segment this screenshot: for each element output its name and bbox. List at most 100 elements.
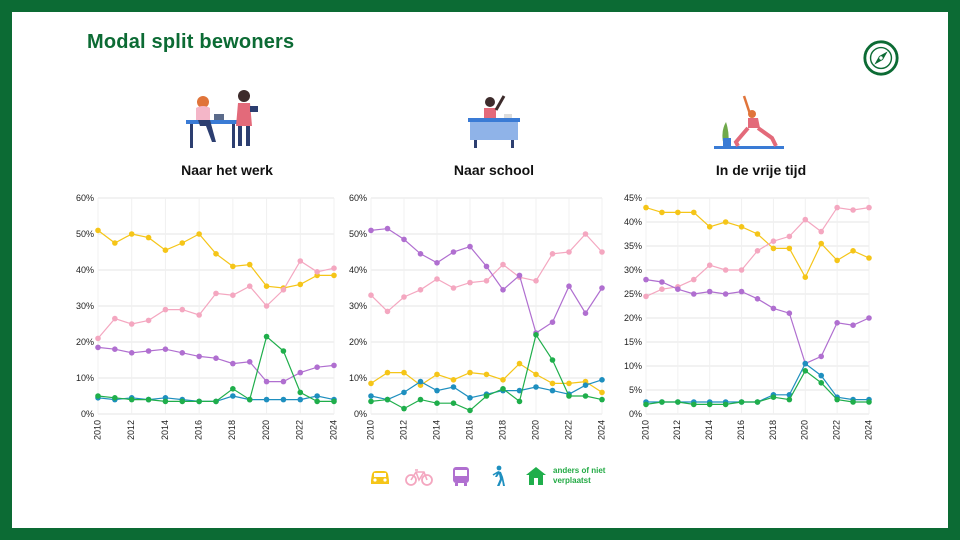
- car-icon: [371, 471, 389, 484]
- house-icon: [526, 467, 546, 485]
- data-point-auto: [599, 389, 605, 396]
- data-point-lopen: [516, 387, 523, 394]
- data-point-fiets: [280, 287, 287, 293]
- data-point-anders: [368, 398, 374, 405]
- data-point-auto: [786, 245, 793, 252]
- data-point-fiets: [213, 290, 219, 297]
- data-point-anders: [384, 396, 391, 403]
- data-point-fiets: [450, 285, 457, 291]
- data-point-fiets: [866, 204, 872, 211]
- data-point-anders: [297, 389, 304, 396]
- data-point-ov: [582, 310, 589, 317]
- page-title: Modal split bewoners: [87, 31, 295, 53]
- y-tick-label: 0%: [354, 409, 367, 419]
- data-point-lopen: [467, 395, 473, 401]
- data-point-ov: [401, 236, 407, 243]
- data-point-anders: [263, 333, 270, 340]
- walking-icon: [492, 465, 505, 486]
- y-tick-label: 20%: [349, 337, 367, 347]
- data-point-auto: [450, 377, 457, 383]
- data-point-ov: [246, 359, 253, 365]
- data-point-ov: [818, 353, 825, 360]
- y-tick-label: 15%: [624, 337, 642, 347]
- data-point-auto: [722, 219, 729, 225]
- data-point-ov: [722, 291, 729, 297]
- data-point-auto: [179, 240, 186, 246]
- y-tick-label: 50%: [349, 229, 367, 239]
- data-point-anders: [246, 396, 253, 403]
- data-point-auto: [834, 257, 840, 264]
- data-point-auto: [659, 209, 665, 216]
- data-point-fiets: [722, 267, 729, 273]
- chart-title-school: Naar school: [453, 162, 535, 178]
- data-point-anders: [549, 357, 556, 363]
- data-point-auto: [483, 371, 490, 378]
- y-tick-label: 10%: [624, 361, 642, 371]
- data-point-lopen: [280, 396, 287, 403]
- x-tick-label: 2010: [365, 420, 375, 440]
- x-tick-label: 2024: [328, 420, 338, 440]
- data-point-lopen: [297, 396, 304, 403]
- x-tick-label: 2010: [92, 420, 102, 440]
- data-point-fiets: [128, 321, 135, 327]
- x-tick-label: 2024: [596, 420, 606, 440]
- data-point-fiets: [786, 233, 793, 240]
- data-point-auto: [866, 255, 872, 261]
- y-tick-label: 25%: [624, 289, 642, 299]
- data-point-ov: [297, 369, 304, 376]
- data-point-fiets: [818, 228, 825, 235]
- y-tick-label: 40%: [76, 265, 94, 275]
- data-point-anders: [690, 401, 697, 408]
- y-tick-label: 30%: [76, 301, 94, 311]
- data-point-auto: [331, 272, 337, 279]
- data-point-lopen: [434, 387, 440, 394]
- data-point-auto: [770, 245, 777, 252]
- data-point-ov: [500, 287, 506, 293]
- data-point-anders: [866, 399, 872, 405]
- data-point-fiets: [690, 276, 697, 283]
- data-point-anders: [675, 399, 681, 405]
- data-point-ov: [770, 305, 777, 312]
- data-point-fiets: [659, 286, 665, 293]
- data-point-ov: [516, 272, 523, 279]
- y-tick-label: 60%: [76, 193, 94, 203]
- data-point-anders: [483, 393, 490, 399]
- y-tick-label: 45%: [624, 193, 642, 203]
- data-point-auto: [533, 371, 539, 378]
- chart-0: 0% 10% 20% 30% 40% 50% 60% 2010 2012 2014 2016 2018…: [76, 193, 338, 440]
- data-point-anders: [659, 399, 665, 405]
- data-point-ov: [368, 227, 374, 234]
- student-at-desk-illustration: [468, 95, 520, 148]
- x-tick-label: 2014: [160, 420, 170, 440]
- data-point-anders: [786, 396, 793, 403]
- data-point-auto: [500, 377, 506, 383]
- data-point-ov: [280, 378, 287, 385]
- data-point-ov: [213, 355, 219, 362]
- data-point-ov: [866, 315, 872, 321]
- data-point-fiets: [533, 278, 539, 284]
- data-point-anders: [516, 398, 523, 405]
- y-tick-label: 10%: [76, 373, 94, 383]
- x-tick-label: 2014: [704, 420, 714, 440]
- series-line-fiets: [370, 233, 603, 313]
- data-point-auto: [738, 224, 745, 230]
- data-point-anders: [850, 399, 856, 405]
- data-point-fiets: [802, 216, 809, 223]
- data-point-anders: [179, 398, 186, 405]
- compass-icon: [863, 40, 899, 76]
- data-point-ov: [786, 310, 793, 317]
- data-point-anders: [417, 396, 424, 403]
- data-point-fiets: [770, 238, 777, 244]
- data-point-ov: [643, 276, 649, 283]
- data-point-lopen: [818, 372, 825, 379]
- data-point-ov: [566, 283, 572, 290]
- x-tick-label: 2018: [227, 420, 237, 440]
- data-point-fiets: [196, 312, 202, 318]
- bus-icon: [453, 467, 469, 486]
- data-point-fiets: [467, 279, 473, 286]
- x-tick-label: 2012: [126, 420, 136, 440]
- data-point-auto: [145, 234, 152, 241]
- data-point-auto: [95, 227, 101, 234]
- data-point-ov: [417, 251, 424, 257]
- y-tick-label: 35%: [624, 241, 642, 251]
